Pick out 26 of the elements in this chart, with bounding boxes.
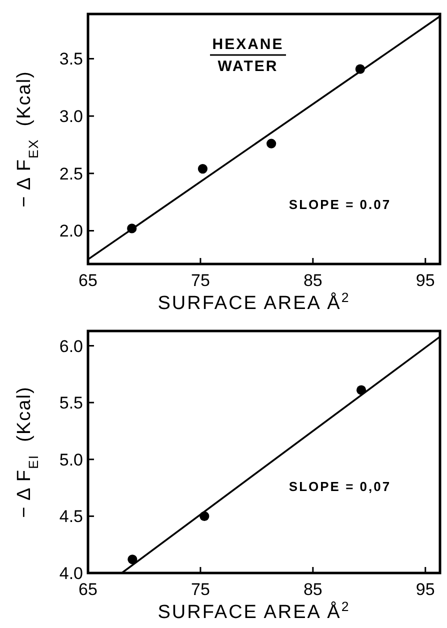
x-tick-label: 95	[416, 580, 435, 599]
x-tick-label: 85	[303, 580, 322, 599]
x-tick-label: 75	[191, 580, 210, 599]
x-axis-title: SURFACE AREA Å$^{2}$	[158, 290, 350, 314]
y-tick-label: 5.0	[59, 450, 83, 470]
y-tick-label: 4.0	[59, 564, 83, 583]
annotation: HEXANE	[212, 36, 284, 53]
point	[198, 164, 208, 174]
y-tick-label: 3.5	[59, 50, 83, 69]
x-axis-title: SURFACE AREA Å$^{2}$	[158, 598, 350, 623]
point	[128, 554, 138, 564]
x-tick-label: 85	[303, 271, 322, 290]
y-tick-label: 2.0	[59, 222, 83, 241]
annotation: WATER	[218, 58, 278, 75]
y-tick-label: 4.5	[59, 507, 83, 526]
y-tick-label: 5.5	[59, 394, 83, 413]
y-tick-label: 6.0	[59, 336, 83, 356]
x-tick-label: 65	[78, 271, 98, 290]
annotation: SLOPE = 0.07	[288, 197, 392, 212]
x-tick-label: 75	[191, 271, 210, 290]
x-tick-label: 65	[78, 580, 98, 599]
annotation: SLOPE = 0,07	[288, 479, 392, 494]
x-tick-label: 95	[416, 271, 435, 290]
y-tick-label: 2.5	[59, 164, 83, 184]
point	[266, 138, 276, 148]
y-tick-label: 3.0	[59, 107, 83, 126]
